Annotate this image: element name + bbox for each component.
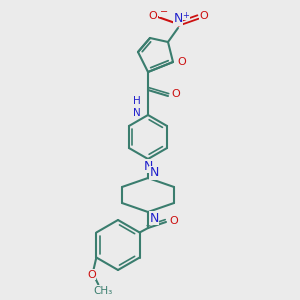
Text: N: N: [143, 160, 153, 172]
Text: H
N: H N: [133, 96, 141, 118]
Text: O: O: [148, 11, 158, 21]
Text: N: N: [149, 212, 159, 224]
Text: O: O: [87, 269, 96, 280]
Text: O: O: [169, 216, 178, 226]
Text: O: O: [200, 11, 208, 21]
Text: N: N: [149, 167, 159, 179]
Text: O: O: [178, 57, 186, 67]
Text: +: +: [183, 11, 189, 20]
Text: −: −: [160, 7, 168, 17]
Text: O: O: [172, 89, 180, 99]
Text: CH₃: CH₃: [94, 286, 113, 296]
Text: N: N: [173, 13, 183, 26]
